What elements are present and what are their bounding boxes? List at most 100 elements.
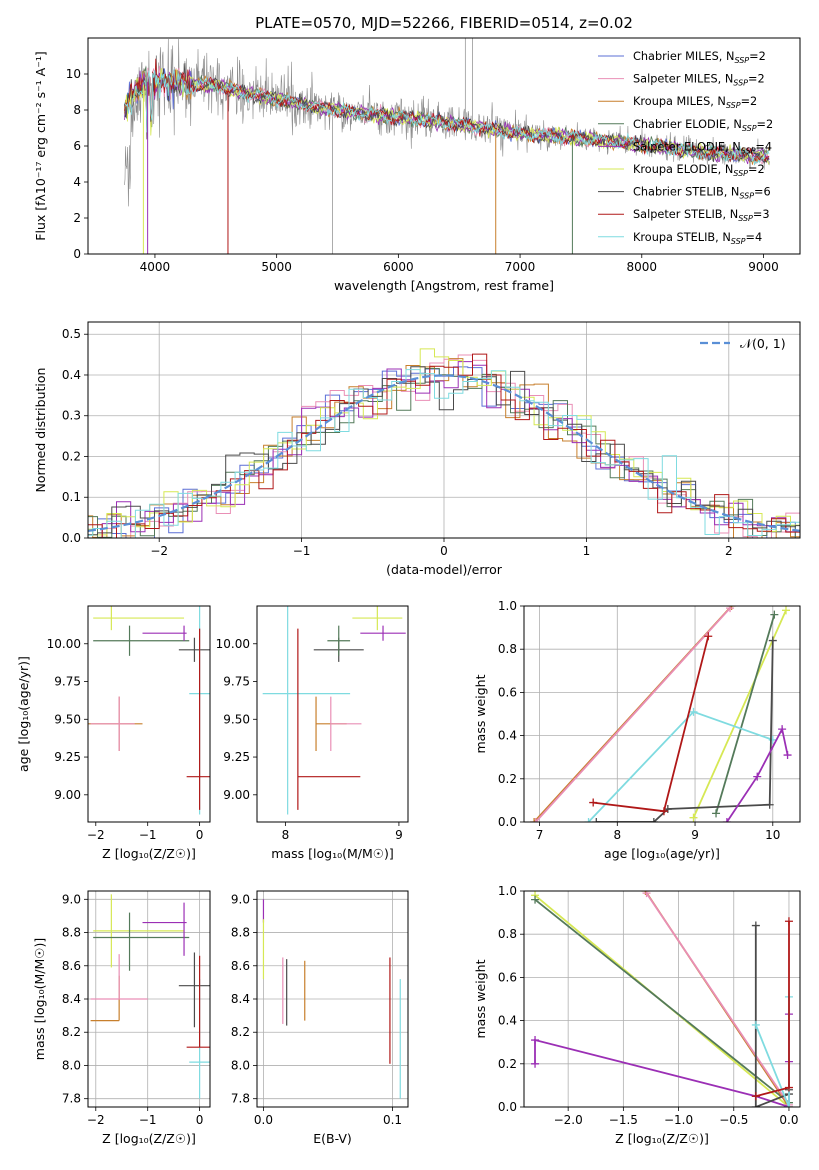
age_vs_Z-ytick-label: 10.00 bbox=[47, 637, 81, 651]
age_vs_mass-frame bbox=[256, 605, 409, 823]
weight_vs_age-series-marker bbox=[770, 610, 779, 619]
weight_vs_age-series-marker bbox=[712, 809, 721, 818]
weight_vs_age-series-marker bbox=[531, 818, 540, 822]
weight_vs_Z-series-line bbox=[645, 892, 790, 1106]
spectrum-frame bbox=[87, 37, 801, 255]
weight_vs_age-ytick-label: 0.6 bbox=[498, 685, 517, 699]
residuals-ytick-label: 0.1 bbox=[62, 490, 81, 504]
weight_vs_Z-panel: −2.0 −1.5 −1.0 −0.5 0.0 0.0 0.2 0.4 0.6 0.8 1.0 Z [… bbox=[473, 884, 801, 1146]
mass_vs_Z-ytick-label: 8.8 bbox=[62, 926, 81, 940]
mass_vs_Z-panel: −2 −1 0 7.8 8.0 8.2 8.4 8.6 8.8 9.0 Z [log₁₀(Z/Z☉)… bbox=[32, 890, 211, 1146]
spectrum-xtick-label: 7000 bbox=[505, 260, 536, 274]
legend-entry: Chabrier STELIB, NSSP=6 bbox=[633, 186, 771, 201]
mass_vs_Z-plot-area bbox=[90, 894, 210, 1099]
spectrum-ytick-label: 0 bbox=[73, 247, 81, 261]
age_vs_mass-ytick-label: 9.25 bbox=[223, 750, 250, 764]
spectrum-xtick-label: 8000 bbox=[627, 260, 658, 274]
mass_vs_Z-ytick-label: 7.8 bbox=[62, 1092, 81, 1106]
mass_vs_ebv-xlabel: E(B-V) bbox=[313, 1131, 352, 1146]
residuals-panel: −2 −1 0 1 2 0.0 0.1 0.2 0.3 0.4 0.5 (data-model)/er… bbox=[33, 321, 801, 577]
weight_vs_Z-ytick-label: 0.2 bbox=[498, 1057, 517, 1071]
spectrum-ylabel: Flux [fλ10⁻¹⁷ erg cm⁻² s⁻¹ A⁻¹] bbox=[33, 51, 48, 240]
weight_vs_Z-ylabel: mass weight bbox=[473, 959, 488, 1038]
spectrum-legend: Chabrier MILES, NSSP=2 Salpeter MILES, NS… bbox=[598, 50, 773, 246]
weight_vs_Z-series-marker bbox=[784, 1103, 793, 1107]
residuals-xtick-label: −2 bbox=[150, 544, 168, 558]
residuals-ytick-label: 0.4 bbox=[62, 368, 81, 382]
weight_vs_Z-series-marker bbox=[751, 1092, 760, 1101]
weight_vs_age-series-marker bbox=[768, 636, 777, 645]
mass_vs_Z-ytick-label: 8.4 bbox=[62, 992, 81, 1006]
weight_vs_age-ylabel: mass weight bbox=[473, 674, 488, 753]
weight_vs_age-series-marker bbox=[530, 818, 539, 822]
weight_vs_age-xlabel: age [log₁₀(age/yr)] bbox=[604, 846, 720, 861]
weight_vs_Z-series-marker bbox=[531, 895, 540, 904]
mass_vs_Z-ytick-label: 8.6 bbox=[62, 959, 81, 973]
weight_vs_age-series-line bbox=[715, 614, 776, 814]
legend-entry: Salpeter MILES, NSSP=2 bbox=[633, 73, 765, 88]
weight_vs_Z-plot-area bbox=[531, 891, 793, 1107]
mass_vs_ebv-frame bbox=[256, 890, 409, 1108]
residuals-xtick-label: −1 bbox=[293, 544, 311, 558]
weight_vs_Z-series-marker bbox=[642, 891, 651, 898]
weight_vs_Z-xtick-label: 0.0 bbox=[779, 1113, 798, 1127]
weight_vs_age-xtick-label: 8 bbox=[613, 828, 621, 842]
residuals-legend-entry: 𝒩(0, 1) bbox=[740, 336, 786, 351]
spectrum-plot-area bbox=[124, 38, 770, 254]
legend-entry: Chabrier ELODIE, NSSP=2 bbox=[633, 118, 773, 133]
legend-entry: Kroupa ELODIE, NSSP=2 bbox=[633, 163, 765, 178]
residuals-ytick-label: 0.0 bbox=[62, 531, 81, 545]
weight_vs_Z-xtick-label: −0.5 bbox=[719, 1113, 748, 1127]
weight_vs_Z-series-marker bbox=[751, 1103, 760, 1107]
residuals-xtick-label: 1 bbox=[583, 544, 591, 558]
age_vs_mass-xlabel: mass [log₁₀(M/M☉)] bbox=[271, 846, 393, 861]
mass_vs_Z-ylabel: mass [log₁₀(M/M☉)] bbox=[32, 938, 47, 1060]
mass_vs_ebv-ytick-label: 8.6 bbox=[231, 959, 250, 973]
weight_vs_age-ytick-label: 0.0 bbox=[498, 815, 517, 829]
spectrum-ytick-label: 4 bbox=[73, 175, 81, 189]
weight_vs_age-panel: 7 8 9 10 0.0 0.2 0.4 0.6 0.8 1.0 age [log₁₀(age/yr… bbox=[473, 599, 801, 861]
weight_vs_age-series-marker bbox=[689, 813, 698, 822]
age_vs_Z-ytick-label: 9.75 bbox=[54, 675, 81, 689]
mass_vs_ebv-ytick-label: 8.0 bbox=[231, 1058, 250, 1072]
weight_vs_Z-ytick-label: 0.4 bbox=[498, 1014, 517, 1028]
legend-entry: Salpeter STELIB, NSSP=3 bbox=[633, 208, 770, 223]
spectrum-panel: 4000 5000 6000 7000 8000 9000 0 2 4 6 8 10 wavelengt… bbox=[33, 37, 801, 293]
spectrum-model-line bbox=[124, 69, 770, 165]
weight_vs_age-series-marker bbox=[765, 800, 774, 809]
weight_vs_age-series-marker bbox=[753, 772, 762, 781]
weight_vs_Z-series-marker bbox=[784, 1083, 793, 1092]
age_vs_mass-ytick-label: 10.00 bbox=[216, 637, 250, 651]
mass_vs_ebv-plot-area bbox=[262, 899, 401, 1099]
weight_vs_Z-ytick-label: 0.8 bbox=[498, 927, 517, 941]
age_vs_Z-frame bbox=[87, 605, 211, 823]
weight_vs_age-ytick-label: 1.0 bbox=[498, 599, 517, 613]
weight_vs_Z-series-marker bbox=[531, 1036, 540, 1045]
age_vs_mass-xtick-label: 8 bbox=[282, 828, 290, 842]
mass_vs_ebv-ytick-label: 7.8 bbox=[231, 1092, 250, 1106]
weight_vs_age-xtick-label: 9 bbox=[691, 828, 699, 842]
weight_vs_age-series-marker bbox=[649, 818, 658, 822]
age_vs_Z-panel: −2 −1 0 9.00 9.25 9.50 9.75 10.00 Z [log₁₀(Z/Z☉)… bbox=[16, 605, 211, 861]
weight_vs_age-xtick-label: 10 bbox=[765, 828, 780, 842]
mass_vs_ebv-ytick-label: 8.4 bbox=[231, 992, 250, 1006]
weight_vs_age-series-line bbox=[692, 609, 787, 819]
residuals-xtick-label: 0 bbox=[440, 544, 448, 558]
mass_vs_Z-frame bbox=[87, 890, 211, 1108]
weight_vs_Z-ytick-label: 0.6 bbox=[498, 970, 517, 984]
residuals-plot-area bbox=[88, 348, 800, 538]
age_vs_mass-plot-area bbox=[262, 606, 406, 815]
mass_vs_ebv-ytick-label: 8.8 bbox=[231, 926, 250, 940]
weight_vs_age-series-marker bbox=[659, 807, 668, 816]
weight_vs_age-frame bbox=[523, 605, 801, 823]
weight_vs_Z-frame bbox=[523, 890, 801, 1108]
weight_vs_age-series-marker bbox=[726, 606, 735, 613]
weight_vs_Z-series-marker bbox=[751, 1020, 760, 1029]
weight_vs_Z-xtick-label: −1.0 bbox=[664, 1113, 693, 1127]
spectrum-xlabel: wavelength [Angstrom, rest frame] bbox=[334, 278, 554, 293]
spectrum-ytick-label: 8 bbox=[73, 103, 81, 117]
spectrum-xtick-label: 6000 bbox=[383, 260, 414, 274]
residuals-ytick-label: 0.3 bbox=[62, 409, 81, 423]
weight_vs_Z-series-line bbox=[534, 898, 790, 1104]
age_vs_Z-xtick-label: −1 bbox=[139, 828, 157, 842]
